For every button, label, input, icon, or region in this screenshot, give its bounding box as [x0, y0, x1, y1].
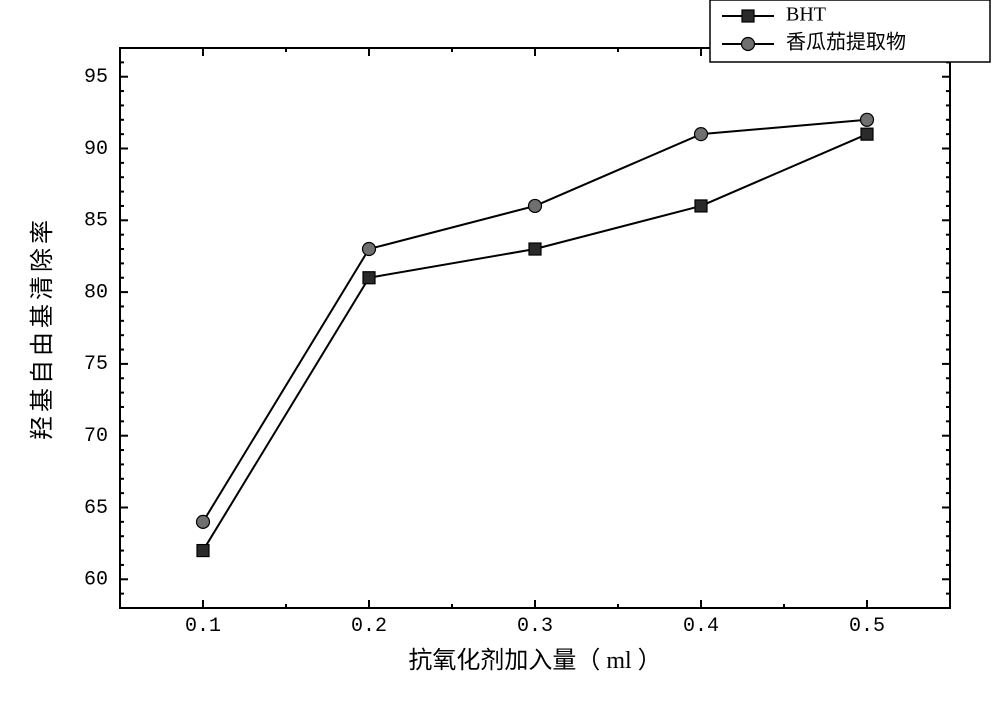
y-tick-label: 85 — [84, 210, 108, 233]
chart-background — [0, 0, 1000, 720]
marker-square-icon — [197, 545, 209, 557]
legend-label: 香瓜茄提取物 — [786, 31, 906, 54]
y-tick-label: 75 — [84, 353, 108, 376]
marker-square-icon — [861, 128, 873, 140]
y-tick-label: 90 — [84, 138, 108, 161]
x-tick-label: 0.5 — [849, 615, 885, 638]
y-tick-label: 70 — [84, 425, 108, 448]
x-tick-label: 0.1 — [185, 615, 221, 638]
marker-circle-icon — [695, 128, 708, 141]
legend-label: BHT — [786, 4, 826, 26]
y-axis-title: 羟基自由基清除率 — [29, 216, 56, 440]
marker-circle-icon — [529, 199, 542, 212]
x-axis-title: 抗氧化剂加入量（ ml ） — [408, 647, 661, 674]
y-tick-label: 60 — [84, 569, 108, 592]
chart-svg: 0.1 0.2 0.3 0.4 0.5 60 65 70 75 80 85 90 95 BHT 香瓜茄提取… — [0, 0, 1000, 720]
marker-square-icon — [363, 272, 375, 284]
legend-marker-square-icon — [742, 10, 754, 22]
marker-square-icon — [529, 243, 541, 255]
legend-marker-circle-icon — [742, 38, 755, 51]
marker-circle-icon — [197, 515, 210, 528]
y-tick-label: 65 — [84, 497, 108, 520]
y-tick-label: 95 — [84, 66, 108, 89]
legend: BHT 香瓜茄提取物 — [710, 0, 990, 62]
x-tick-label: 0.4 — [683, 615, 719, 638]
marker-square-icon — [695, 200, 707, 212]
x-tick-label: 0.2 — [351, 615, 387, 638]
marker-circle-icon — [861, 113, 874, 126]
x-tick-label: 0.3 — [517, 615, 553, 638]
y-tick-label: 80 — [84, 281, 108, 304]
marker-circle-icon — [363, 243, 376, 256]
